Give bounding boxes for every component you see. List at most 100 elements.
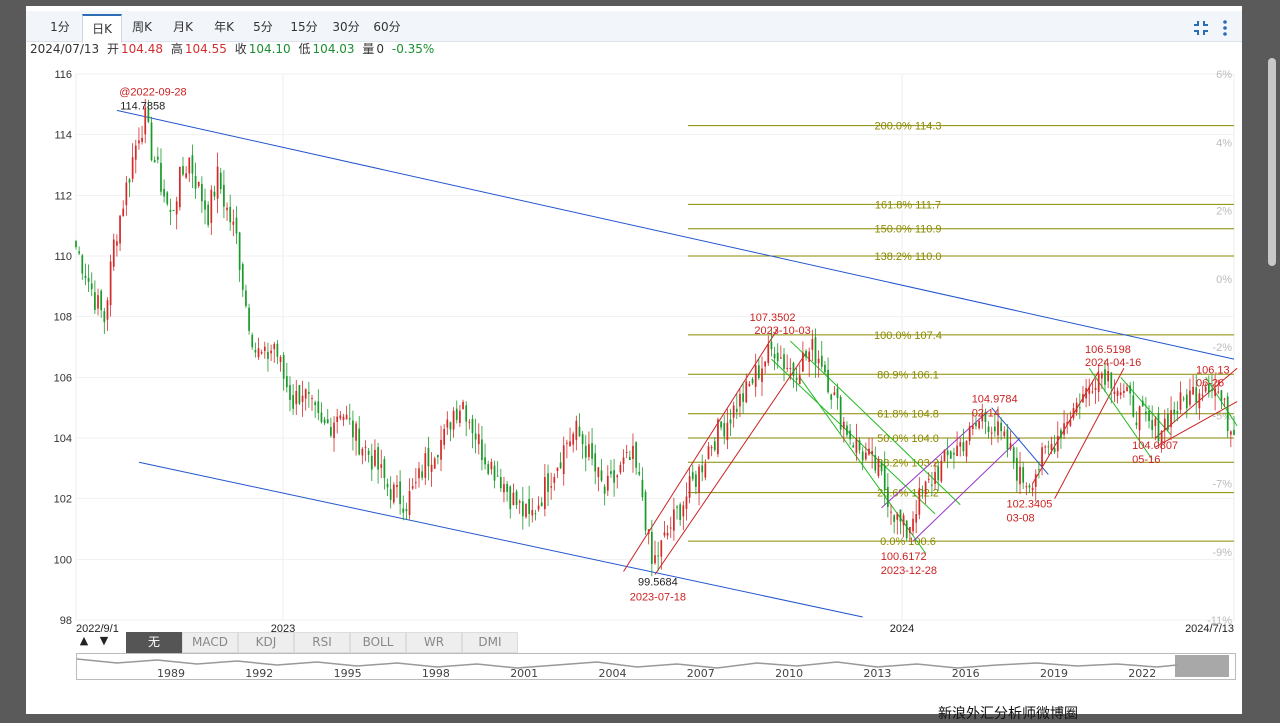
y-tick-label: 98 — [60, 615, 72, 627]
indicator-rsi[interactable]: RSI — [294, 632, 350, 653]
info-vol-label: 量 — [362, 42, 375, 56]
candle-body — [820, 355, 823, 367]
y-tick-label: 116 — [54, 69, 72, 81]
candle-body — [1060, 430, 1062, 439]
candle-body — [1226, 396, 1229, 432]
scroll-down-arrow[interactable]: ▼ — [99, 634, 109, 647]
annotation-label: 100.6172 — [881, 551, 927, 563]
candle-body — [408, 490, 411, 515]
candle-body — [1104, 369, 1106, 385]
indicator-boll[interactable]: BOLL — [350, 632, 406, 653]
candle-body — [896, 513, 899, 520]
candle-body — [739, 394, 741, 407]
candle-body — [276, 343, 279, 357]
tab-1min[interactable]: 1分 — [50, 20, 70, 34]
candle-body — [1016, 457, 1018, 481]
candle-body — [443, 428, 446, 445]
tab-yearly[interactable]: 年K — [214, 20, 234, 34]
candle-body — [924, 481, 927, 494]
candle-body — [452, 410, 455, 430]
candle-body — [1126, 386, 1128, 392]
candle-body — [188, 157, 191, 174]
candle-body — [1123, 390, 1125, 393]
candle-body — [301, 395, 304, 402]
candle-body — [726, 422, 729, 441]
candle-body — [814, 337, 817, 364]
candle-body — [1000, 422, 1003, 432]
candle-body — [367, 450, 370, 455]
candle-body — [226, 207, 228, 211]
candle-body — [622, 457, 625, 464]
candle-body — [370, 455, 373, 470]
indicator-dmi[interactable]: DMI — [462, 632, 518, 653]
indicator-wr[interactable]: WR — [406, 632, 462, 653]
candle-body — [949, 451, 952, 459]
candle-body — [940, 460, 943, 482]
candle-body — [374, 449, 376, 466]
range-navigator[interactable]: 1989 1992 1995 1998 2001 2004 2007 2010 2013 2016… — [76, 653, 1236, 680]
tab-daily[interactable]: 日K — [82, 14, 122, 43]
fib-level-label: 100.0% 107.4 — [874, 330, 942, 342]
tab-5min[interactable]: 5分 — [253, 20, 273, 34]
trend-channel-line — [138, 461, 863, 618]
candle-body — [1163, 418, 1166, 431]
candle-body — [285, 376, 288, 388]
candle-body — [147, 109, 150, 122]
tab-15min[interactable]: 15分 — [290, 20, 318, 34]
candle-body — [1148, 410, 1150, 422]
candle-body — [628, 456, 631, 461]
candle-body — [553, 476, 556, 483]
candle-body — [1050, 443, 1053, 450]
scroll-up-arrow[interactable]: ▲ — [79, 634, 89, 647]
trend-channel-line — [1054, 367, 1125, 499]
candle-body — [1075, 402, 1078, 413]
candle-body — [1028, 485, 1031, 488]
pct-tick-label: 2% — [1216, 206, 1232, 218]
candle-body — [842, 421, 845, 429]
candle-body — [1154, 418, 1157, 427]
candle-body — [307, 391, 310, 394]
pct-tick-label: -7% — [1212, 479, 1232, 491]
candle-body — [172, 210, 175, 212]
candle-body — [943, 449, 946, 462]
indicator-macd[interactable]: MACD — [182, 632, 238, 653]
candlestick-chart[interactable]: 116 114 112 110 108 106 104 102 100 98 6% 4% 2% 0% -2%… — [26, 66, 1242, 632]
fullscreen-exit-icon[interactable] — [1192, 19, 1210, 37]
tab-30min[interactable]: 30分 — [332, 20, 360, 34]
candle-body — [1019, 466, 1021, 485]
candle-body — [484, 457, 486, 465]
candle-body — [899, 509, 902, 522]
y-tick-label: 112 — [54, 190, 72, 202]
candle-body — [1085, 388, 1087, 399]
navigator-handle[interactable] — [1175, 655, 1229, 677]
candle-body — [156, 156, 159, 160]
candle-body — [1053, 448, 1056, 453]
page-scrollbar[interactable] — [1262, 0, 1280, 720]
tab-weekly[interactable]: 周K — [132, 20, 152, 34]
candle-body — [150, 122, 153, 161]
candle-body — [657, 555, 660, 557]
tab-60min[interactable]: 60分 — [373, 20, 401, 34]
candle-body — [811, 339, 814, 350]
candle-body — [462, 401, 464, 410]
candle-body — [550, 486, 553, 488]
tab-monthly[interactable]: 月K — [173, 20, 193, 34]
indicator-none[interactable]: 无 — [126, 632, 182, 653]
more-vert-icon[interactable] — [1220, 19, 1230, 37]
candle-body — [1047, 446, 1050, 448]
candle-body — [666, 532, 669, 536]
candle-body — [477, 434, 480, 445]
navigator-year-label: 2016 — [951, 667, 980, 680]
candle-body — [210, 189, 213, 223]
indicator-kdj[interactable]: KDJ — [238, 632, 294, 653]
candle-body — [1069, 419, 1072, 426]
candle-body — [1198, 393, 1201, 409]
annotation-label: 106.13 — [1196, 364, 1230, 376]
candle-body — [197, 181, 200, 187]
candle-body — [289, 385, 291, 400]
annotation-label: 104.9784 — [972, 394, 1018, 406]
scrollbar-thumb[interactable] — [1268, 58, 1276, 266]
candle-body — [537, 505, 540, 510]
candle-body — [326, 419, 329, 424]
candle-body — [603, 486, 606, 494]
